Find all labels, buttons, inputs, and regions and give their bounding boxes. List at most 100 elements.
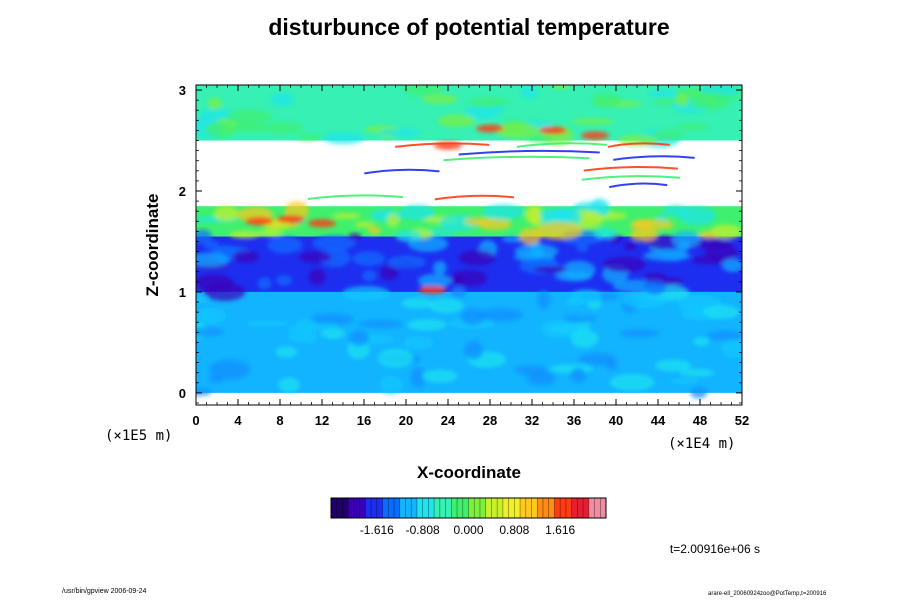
field-patch [690, 386, 708, 399]
field-patch [245, 320, 290, 327]
field-patch [310, 322, 339, 330]
field-patch [602, 256, 647, 273]
field-wave [581, 175, 681, 181]
field-patch [342, 285, 391, 301]
field-patch [417, 273, 452, 288]
field-patch [643, 250, 691, 261]
field-patch [693, 337, 710, 347]
field-patch [422, 94, 458, 105]
colorbar-tick-label: 0.808 [499, 523, 529, 537]
field-patch [554, 270, 593, 282]
field-patch [619, 329, 659, 338]
field-patch [401, 297, 434, 309]
field-patch [207, 97, 223, 110]
field-patch [669, 377, 700, 384]
field-patch [261, 121, 304, 134]
field-patch [629, 227, 658, 242]
field-patch [464, 340, 484, 360]
field-wave [434, 194, 515, 201]
field-patch [298, 250, 332, 264]
y-scale-label: (×1E5 m) [105, 428, 172, 444]
colorbar-swatch [365, 498, 384, 518]
field-patch [196, 327, 225, 337]
field-patch [213, 205, 239, 222]
footer-command: /usr/bin/gpview 2006-09-24 [62, 588, 147, 595]
field-patch [295, 134, 322, 141]
field-patch [406, 319, 447, 331]
field-patch [571, 118, 615, 125]
field-wave [364, 168, 440, 175]
field-patch [570, 367, 587, 383]
field-patch [679, 368, 716, 377]
field-patch [477, 308, 524, 322]
x-scale-label: (×1E4 m) [668, 436, 735, 452]
field-patch [463, 217, 490, 226]
footer-filename: arare-ell_20060924zoo@PotTemp,t=200916 [708, 591, 827, 597]
field-patch [643, 279, 667, 295]
field-warm-patch [539, 126, 567, 135]
field-wave [443, 155, 590, 162]
field-patch [675, 93, 688, 107]
field-patch [270, 92, 294, 107]
x-tick-label: 32 [525, 413, 539, 428]
x-axis: 0 4 8 12 16 20 24 28 32 36 40 44 48 52 [192, 85, 749, 428]
field-patch [562, 315, 597, 323]
field-wave [516, 142, 607, 148]
y-axis-title: Z-coordinate [143, 194, 162, 297]
field-patch [622, 292, 668, 309]
x-tick-label: 40 [609, 413, 623, 428]
field-patch [578, 353, 617, 366]
field-patch [520, 85, 538, 99]
field-patch [267, 236, 303, 254]
y-tick-label: 0 [179, 386, 186, 401]
colorbar-swatch [399, 498, 418, 518]
field-patch [460, 308, 486, 325]
field-patch [288, 324, 309, 343]
x-tick-label: 4 [234, 413, 242, 428]
field-wave [458, 149, 600, 156]
field-patch [481, 204, 525, 220]
field-patch [623, 241, 638, 251]
x-tick-label: 24 [441, 413, 456, 428]
colorbar-swatch [451, 498, 469, 518]
colorbar-swatch [434, 498, 452, 518]
field-patch [352, 251, 386, 267]
field-warm-patch [245, 217, 273, 226]
colorbar-tick-label: 0.000 [453, 523, 483, 537]
field-patch [721, 258, 742, 273]
field-patch [331, 212, 361, 219]
y-tick-label: 1 [179, 285, 186, 300]
field-patch [433, 260, 447, 275]
field-patch [654, 359, 692, 372]
x-tick-label: 16 [357, 413, 371, 428]
x-tick-label: 12 [315, 413, 329, 428]
field-patch [386, 213, 400, 228]
field-patch [643, 272, 667, 281]
field-patch [256, 229, 284, 237]
field-patch [196, 307, 227, 325]
field-patch [278, 377, 301, 393]
field-patch [275, 346, 298, 358]
field-patch [309, 313, 354, 326]
x-tick-label: 44 [651, 413, 666, 428]
colorbar-swatch [554, 498, 573, 518]
x-tick-label: 0 [192, 413, 199, 428]
field-wave [613, 155, 695, 161]
field-patch [466, 104, 500, 120]
field-patch [196, 388, 212, 396]
field-patch [379, 265, 400, 281]
colorbar-swatch [520, 498, 538, 518]
x-axis-title: X-coordinate [417, 463, 521, 482]
field-patch [347, 232, 362, 241]
field-patch [458, 250, 496, 266]
field-warm-patch [581, 131, 609, 140]
field-patch [710, 224, 742, 240]
field-patch [652, 129, 684, 141]
field-patch [537, 290, 551, 310]
temperature-field [196, 85, 742, 399]
x-tick-label: 8 [276, 413, 283, 428]
x-tick-label: 28 [483, 413, 497, 428]
field-patch [361, 270, 377, 282]
field-patch [320, 328, 346, 339]
